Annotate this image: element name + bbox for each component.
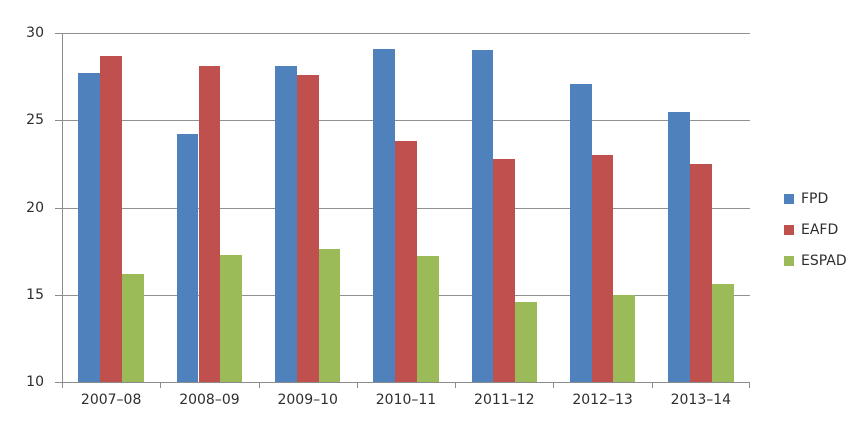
bar-fpd-2007-08	[78, 73, 101, 382]
x-axis-tick	[160, 383, 162, 388]
legend-item-fpd: FPD	[784, 189, 847, 209]
x-axis-tick	[749, 383, 750, 388]
x-axis-category-label: 2013–14	[670, 392, 732, 408]
legend-label-fpd: FPD	[801, 191, 829, 207]
bar-fpd-2011-12	[471, 50, 494, 382]
y-axis-tick-label: 30	[26, 25, 44, 41]
bar-eafd-2010-11	[395, 141, 417, 382]
plot-area	[55, 33, 750, 388]
bar-fpd-2012-13	[569, 83, 592, 382]
bar-espad-2011-12	[515, 301, 538, 382]
bar-fpd-2013-14	[668, 111, 690, 382]
x-axis-category-label: 2008–09	[179, 392, 240, 408]
bar-eafd-2008-09	[198, 66, 221, 382]
x-axis-category-label: 2010–11	[375, 392, 437, 408]
x-axis-tick	[455, 383, 457, 388]
bar-fpd-2010-11	[373, 48, 396, 382]
x-axis-tick	[62, 383, 63, 388]
bar-espad-2008-09	[220, 254, 243, 382]
gridline-25	[62, 120, 750, 122]
gridline-30	[62, 33, 750, 34]
bar-espad-2009-10	[318, 249, 341, 382]
y-axis-tick	[55, 382, 62, 383]
bar-eafd-2013-14	[689, 163, 712, 382]
x-axis-category-label: 2011–12	[474, 392, 535, 408]
x-axis-tick	[651, 383, 653, 388]
x-axis-tick	[356, 383, 358, 388]
bar-fpd-2009-10	[274, 66, 297, 382]
bar-fpd-2008-09	[176, 134, 199, 382]
y-axis-tick-label: 10	[26, 374, 44, 390]
y-axis-tick-label: 25	[26, 112, 44, 129]
bar-eafd-2011-12	[493, 158, 516, 382]
bar-espad-2010-11	[416, 256, 439, 382]
y-axis-tick-label: 15	[26, 286, 44, 303]
y-axis-tick	[55, 294, 62, 296]
y-axis-tick	[55, 207, 62, 209]
x-axis-tick	[553, 383, 555, 388]
x-axis-category-label: 2012–13	[572, 392, 633, 408]
x-axis-category-label: 2007–08	[80, 392, 142, 408]
legend-swatch-fpd	[784, 194, 794, 204]
legend-swatch-espad	[784, 256, 794, 266]
bar-eafd-2009-10	[296, 74, 319, 382]
bar-eafd-2007-08	[100, 55, 123, 382]
y-axis-tick	[55, 33, 62, 34]
x-axis-tick	[258, 383, 260, 388]
y-axis-tick-label: 20	[26, 199, 44, 216]
bar-espad-2007-08	[122, 273, 144, 382]
x-axis-line	[62, 382, 750, 383]
legend-item-espad: ESPAD	[784, 251, 847, 271]
bar-espad-2012-13	[613, 294, 636, 382]
legend: FPD EAFD ESPAD	[784, 189, 847, 282]
legend-item-eafd: EAFD	[784, 220, 847, 240]
legend-swatch-eafd	[784, 225, 794, 235]
legend-label-espad: ESPAD	[801, 253, 847, 269]
bar-espad-2013-14	[711, 284, 734, 382]
legend-label-eafd: EAFD	[801, 222, 839, 238]
x-axis-category-label: 2009–10	[277, 392, 338, 408]
bar-eafd-2012-13	[591, 155, 614, 382]
y-axis-tick	[55, 120, 62, 122]
